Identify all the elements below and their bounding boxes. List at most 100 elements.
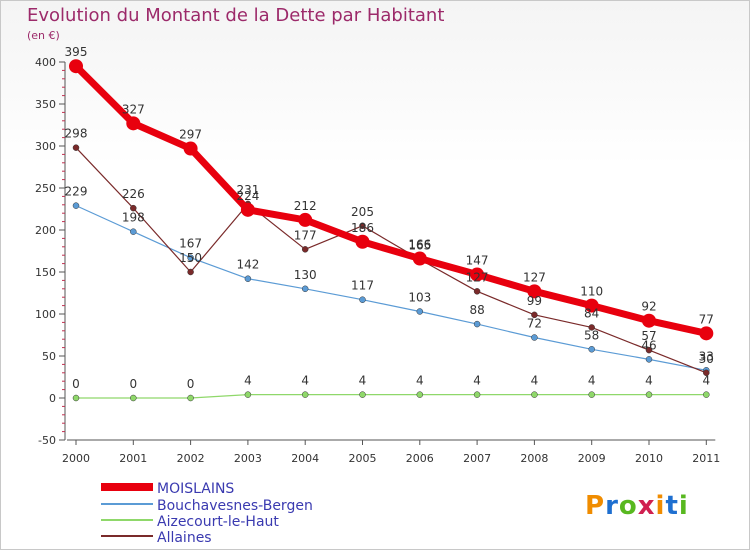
data-label: 166 (408, 238, 431, 252)
data-point (72, 144, 80, 151)
data-label: 395 (65, 45, 88, 59)
logo-letter: x (637, 491, 656, 521)
y-tick-label: 250 (35, 182, 56, 195)
data-point (531, 311, 538, 319)
series-line-moislains (73, 63, 708, 337)
data-point (588, 346, 595, 353)
data-label: 229 (65, 185, 88, 199)
data-label: 77 (699, 312, 714, 326)
data-point (130, 228, 137, 235)
data-point (298, 212, 313, 227)
x-tick-label: 2006 (406, 452, 434, 465)
data-point (470, 267, 485, 282)
data-label: 46 (641, 338, 656, 352)
data-label: 327 (122, 102, 145, 116)
data-label: 177 (294, 228, 317, 242)
data-point (416, 391, 424, 398)
y-tick-label: 150 (35, 266, 56, 279)
y-tick-label: 0 (49, 392, 56, 405)
data-point (645, 391, 653, 398)
data-point (412, 251, 427, 266)
data-point (244, 391, 252, 398)
data-label: 127 (466, 270, 489, 284)
data-label: 4 (702, 374, 710, 388)
x-tick-label: 2001 (119, 452, 147, 465)
data-label: 147 (466, 254, 489, 268)
legend-label: Aizecourt-le-Haut (157, 514, 279, 530)
data-label: 198 (122, 211, 145, 225)
data-point (359, 222, 366, 230)
series-line-bouchavesnes-bergen (75, 205, 707, 371)
data-point (301, 285, 309, 293)
data-point (130, 204, 137, 212)
data-point (531, 391, 538, 398)
data-label: 88 (469, 303, 484, 317)
x-tick-label: 2007 (463, 452, 491, 465)
data-point (703, 391, 710, 398)
data-point (72, 202, 80, 209)
data-point (527, 284, 542, 299)
data-point (642, 313, 656, 328)
data-label: 298 (65, 127, 88, 141)
data-point (69, 59, 83, 74)
legend-label: Allaines (157, 530, 212, 546)
data-label: 4 (416, 374, 424, 388)
data-point (72, 394, 80, 402)
data-label: 130 (294, 268, 317, 282)
data-label: 212 (294, 199, 317, 213)
data-point (130, 394, 137, 402)
data-point (301, 391, 309, 398)
data-label: 142 (236, 258, 259, 272)
data-point (355, 234, 370, 249)
data-label: 4 (588, 374, 596, 388)
data-point (244, 275, 252, 282)
x-tick-label: 2004 (291, 452, 319, 465)
data-label: 4 (359, 374, 367, 388)
y-tick-label: 300 (35, 140, 56, 153)
data-point (699, 326, 714, 341)
data-label: 127 (523, 270, 546, 284)
data-label: 231 (236, 183, 259, 197)
data-point (473, 320, 481, 328)
logo-letter: r (605, 491, 619, 521)
data-label: 186 (351, 221, 374, 235)
y-tick-label: 50 (42, 350, 56, 363)
data-label: 150 (179, 251, 202, 265)
data-label: 4 (473, 374, 481, 388)
data-point (183, 141, 198, 156)
legend-label: Bouchavesnes-Bergen (157, 498, 313, 514)
data-label: 0 (129, 377, 137, 391)
proxiti-logo: Proxiti (585, 491, 689, 521)
y-unit-label: (en €) (27, 29, 60, 42)
data-point (584, 298, 599, 313)
data-point (473, 288, 481, 295)
data-point (187, 394, 194, 402)
data-point (588, 391, 595, 398)
data-label: 0 (187, 377, 195, 391)
data-point (359, 296, 366, 303)
y-tick-label: 200 (35, 224, 56, 237)
data-label: 0 (72, 377, 80, 391)
data-point (359, 391, 366, 398)
data-label: 57 (641, 329, 656, 343)
x-tick-label: 2009 (578, 452, 606, 465)
x-tick-label: 2008 (520, 452, 548, 465)
series-line-aizecourt-le-haut (76, 394, 707, 399)
x-tick-label: 2005 (349, 452, 377, 465)
data-point (301, 246, 309, 253)
data-label: 4 (531, 374, 539, 388)
data-point (703, 369, 710, 377)
data-point (473, 391, 481, 398)
data-label: 4 (301, 374, 309, 388)
data-label: 33 (699, 349, 714, 363)
data-label: 167 (179, 237, 202, 251)
data-point (416, 308, 424, 315)
data-point (187, 268, 194, 276)
data-label: 72 (527, 317, 542, 331)
data-label: 205 (351, 205, 374, 219)
data-label: 103 (408, 290, 431, 304)
legend-label: MOISLAINS (157, 481, 234, 497)
data-label: 4 (244, 374, 252, 388)
logo-letter: t (665, 491, 679, 521)
